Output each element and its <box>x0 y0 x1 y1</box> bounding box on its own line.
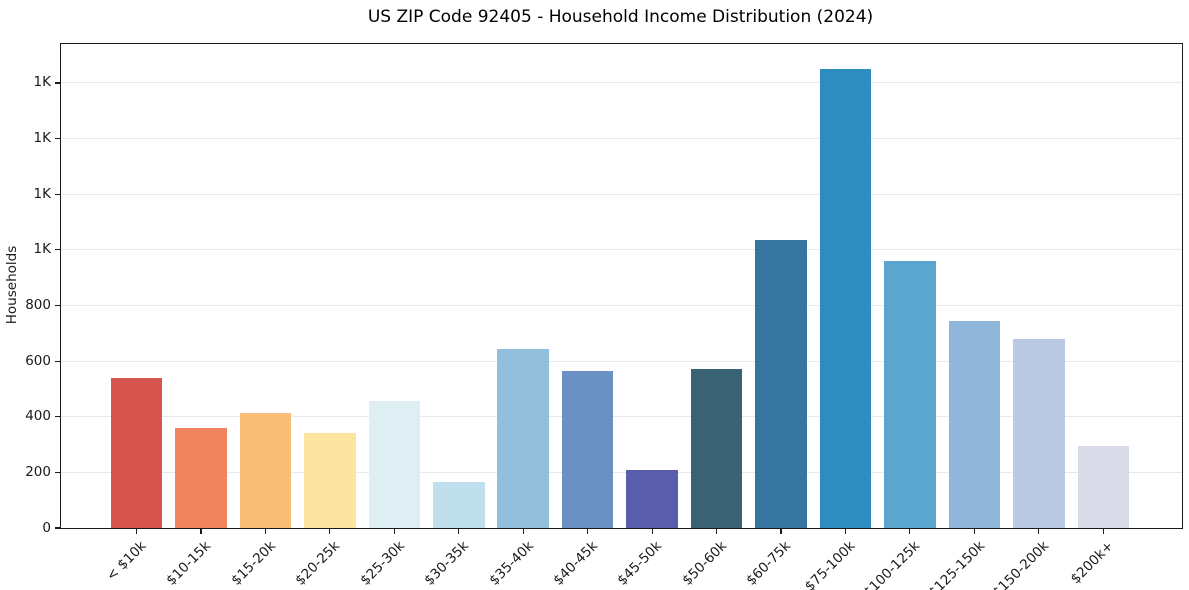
x-tick-mark <box>200 529 202 535</box>
bar <box>1077 445 1129 528</box>
x-tick-mark <box>393 529 395 535</box>
x-tick-mark <box>587 529 589 535</box>
bar <box>304 433 356 528</box>
y-tick-mark <box>54 416 60 418</box>
y-tick-label: 1K <box>33 241 51 258</box>
y-tick-mark <box>54 360 60 362</box>
bar <box>561 370 614 528</box>
y-tick-label: 1K <box>33 130 51 147</box>
x-tick-label: $125-150k <box>924 538 988 590</box>
y-tick-label: 800 <box>25 296 51 313</box>
y-tick-mark <box>54 137 60 140</box>
x-tick-label: $10-15k <box>163 538 215 589</box>
bar <box>368 401 421 528</box>
grid-line <box>61 471 1182 473</box>
x-tick-label: $45-50k <box>614 538 666 589</box>
bar <box>175 427 227 528</box>
x-tick-mark <box>135 529 138 535</box>
plot-area: 0 200 400 600 800 1K 1K 1K 1K < $10k $10-15k $15-20… <box>25 43 1183 590</box>
bar <box>690 369 743 528</box>
y-tick-mark <box>54 471 60 473</box>
grid-line <box>61 360 1182 362</box>
grid-line <box>61 416 1182 418</box>
grid-line <box>61 138 1182 140</box>
x-tick-mark <box>651 529 653 535</box>
x-tick-label: < $10k <box>103 538 150 585</box>
grid-line <box>61 304 1182 306</box>
x-tick-mark <box>973 529 975 535</box>
x-tick-label: $150-200k <box>989 538 1053 590</box>
bar <box>433 482 485 528</box>
bar <box>884 260 936 528</box>
x-tick-label: $50-60k <box>679 538 730 589</box>
x-tick-mark <box>264 529 266 535</box>
bar <box>948 320 1001 528</box>
x-tick-label: $20-25k <box>292 538 344 589</box>
grid-line <box>61 249 1182 251</box>
x-tick-label: $100-125k <box>860 538 924 590</box>
x-tick-label: $75-100k <box>802 538 859 590</box>
x-tick-mark <box>1038 529 1040 535</box>
x-tick-label: $30-35k <box>421 538 473 589</box>
y-tick-mark <box>54 82 60 84</box>
x-tick-label: $35-40k <box>485 538 537 589</box>
bar <box>497 348 549 528</box>
x-tick-mark <box>780 529 782 535</box>
bar <box>755 240 807 528</box>
x-tick-mark <box>329 529 331 535</box>
y-tick-mark <box>54 249 60 251</box>
y-tick-mark <box>54 304 60 307</box>
x-tick-label: $40-45k <box>550 538 601 589</box>
bar <box>110 377 163 528</box>
x-tick-mark <box>715 529 718 535</box>
x-tick-label: $15-20k <box>228 538 279 589</box>
y-tick-mark <box>54 193 60 195</box>
y-tick-label: 1K <box>33 74 51 91</box>
y-tick-mark <box>54 527 60 529</box>
x-tick-mark <box>1102 529 1104 535</box>
x-tick-label: $25-30k <box>356 538 408 589</box>
bar <box>626 469 678 528</box>
bar <box>819 69 872 528</box>
x-tick-label: $200k+ <box>1067 538 1117 588</box>
grid-line <box>61 82 1182 84</box>
y-tick-label: 600 <box>25 352 51 369</box>
x-tick-mark <box>909 529 911 535</box>
y-tick-label: 0 <box>42 519 51 536</box>
grid-line <box>61 193 1182 195</box>
y-tick-label: 1K <box>33 185 51 202</box>
x-tick-mark <box>458 529 460 535</box>
x-tick-mark <box>844 529 847 535</box>
chart-title: US ZIP Code 92405 - Household Income Dis… <box>367 7 874 27</box>
bar <box>239 412 292 528</box>
y-tick-label: 400 <box>25 408 51 425</box>
y-tick-label: 200 <box>25 463 51 480</box>
x-tick-mark <box>522 529 524 535</box>
x-tick-label: $60-75k <box>743 538 795 589</box>
bar <box>1013 338 1065 528</box>
